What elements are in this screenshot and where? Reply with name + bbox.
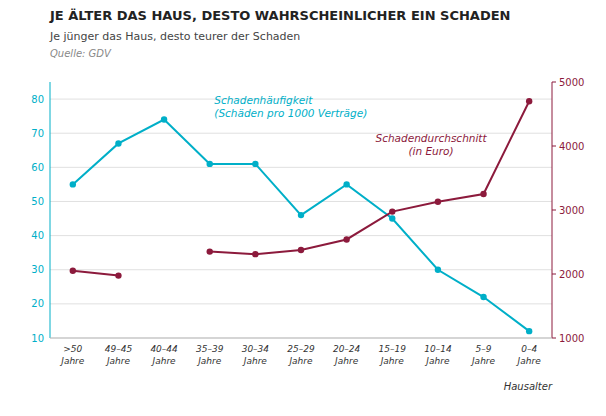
text-line: Jahre <box>105 356 131 366</box>
text-line: Jahre <box>196 356 222 366</box>
y-axis <box>50 82 51 338</box>
series-point <box>435 267 441 273</box>
plot-area <box>70 98 533 334</box>
subtitle: Je jünger das Haus, desto teurer der Sch… <box>49 30 300 43</box>
text-line: 0–4 <box>521 344 537 354</box>
text-line: 40–44 <box>150 344 178 354</box>
y2-tick-label: 1000 <box>559 333 584 344</box>
text-line: Jahre <box>59 356 85 366</box>
x-tick-label: 30–34 Jahre <box>242 344 270 366</box>
x-axis-label: Hausalter <box>504 381 553 392</box>
series-line <box>73 101 529 275</box>
series-point <box>252 161 258 167</box>
y-tick-label: 70 <box>31 128 44 139</box>
text-line: 5–9 <box>476 344 492 354</box>
x-tick-label: 35–39 Jahre <box>196 344 224 366</box>
text-line: (in Euro) <box>408 145 453 157</box>
x-tick-label: 25–29 Jahre <box>287 344 315 366</box>
y-tick-label: 50 <box>31 196 44 207</box>
y-tick-label: 40 <box>31 230 44 241</box>
y-tick-label: 20 <box>31 298 44 309</box>
text-line: 30–34 <box>242 344 270 354</box>
grid-line <box>50 269 552 270</box>
x-tick-label: 40–44 Jahre <box>150 344 178 366</box>
y2-tick-label: 5000 <box>559 77 584 88</box>
y2-tick <box>552 274 556 275</box>
y2-tick <box>552 146 556 147</box>
series-point <box>389 215 395 221</box>
series-point <box>298 247 304 253</box>
text-line: Schadendurchschnitt <box>376 132 488 144</box>
y2-axis <box>552 82 553 338</box>
text-line: 15–19 <box>379 344 407 354</box>
text-line: Jahre <box>424 356 450 366</box>
y2-tick <box>552 210 556 211</box>
y-tick-label: 80 <box>31 94 44 105</box>
grid-line <box>50 303 552 304</box>
series-point <box>480 294 486 300</box>
text-line: Jahre <box>379 356 405 366</box>
y2-tick-label: 3000 <box>559 205 584 216</box>
series-point <box>526 98 532 104</box>
x-tick-label: 5–9 Jahre <box>470 344 496 366</box>
chart: JE ÄLTER DAS HAUS, DESTO WAHRSCHEINLICHE… <box>0 0 606 416</box>
series-point <box>480 191 486 197</box>
series-point <box>298 212 304 218</box>
text-line: 49–45 <box>105 344 133 354</box>
text-line: Jahre <box>151 356 177 366</box>
text-line: Jahre <box>470 356 496 366</box>
x-tick-label: 0–4 Jahre <box>516 344 542 366</box>
series-point <box>115 272 121 278</box>
y-tick-label: 10 <box>31 333 44 344</box>
x-tick-label: 20–24 Jahre <box>333 344 361 366</box>
series-point <box>435 198 441 204</box>
text-line: 20–24 <box>333 344 361 354</box>
y2-tick-label: 2000 <box>559 269 584 280</box>
x-tick-label: >50 Jahre <box>59 344 85 366</box>
series-point <box>526 328 532 334</box>
text-line: Jahre <box>516 356 542 366</box>
text-line: >50 <box>63 344 82 354</box>
text-line: 10–14 <box>424 344 452 354</box>
series-label: Schadenhäufigkeit(Schäden pro 1000 Vertr… <box>214 94 367 119</box>
text-line: Jahre <box>287 356 313 366</box>
y2-tick-label: 4000 <box>559 141 584 152</box>
text-line: (Schäden pro 1000 Verträge) <box>214 107 367 119</box>
y2-tick <box>552 82 556 83</box>
x-tick-label: 15–19 Jahre <box>379 344 407 366</box>
series-point <box>207 248 213 254</box>
series-point <box>207 161 213 167</box>
series-point <box>70 181 76 187</box>
series-point <box>161 116 167 122</box>
source: Quelle: GDV <box>50 48 112 59</box>
y-tick-label: 60 <box>31 162 44 173</box>
text-line: Jahre <box>333 356 359 366</box>
grid-line <box>50 338 552 339</box>
y-tick-label: 30 <box>31 264 44 275</box>
series-point <box>70 268 76 274</box>
text-line: Jahre <box>242 356 268 366</box>
text-line: 25–29 <box>287 344 315 354</box>
text-line: Schadenhäufigkeit <box>214 94 313 106</box>
series-point <box>115 140 121 146</box>
series-point <box>389 208 395 214</box>
series-point <box>343 236 349 242</box>
grid-line <box>50 201 552 202</box>
x-tick-label: 49–45 Jahre <box>105 344 133 366</box>
series-label: Schadendurchschnitt(in Euro) <box>376 132 488 157</box>
y2-tick <box>552 338 556 339</box>
title: JE ÄLTER DAS HAUS, DESTO WAHRSCHEINLICHE… <box>49 8 510 23</box>
series-point <box>252 251 258 257</box>
series-line <box>73 120 529 332</box>
grid-line <box>50 167 552 168</box>
x-axis <box>50 338 552 339</box>
grid-line <box>50 235 552 236</box>
x-tick-label: 10–14 Jahre <box>424 344 452 366</box>
series-point <box>343 181 349 187</box>
text-line: 35–39 <box>196 344 224 354</box>
